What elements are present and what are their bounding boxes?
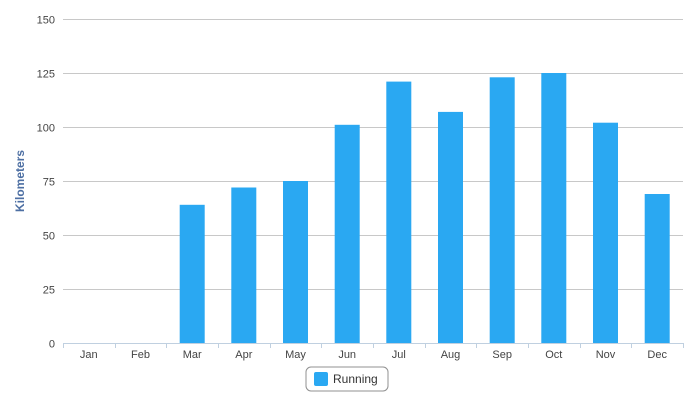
x-tick-label: Sep	[492, 349, 512, 361]
legend-swatch-running	[314, 372, 328, 386]
legend[interactable]: Running	[305, 366, 389, 392]
y-axis-title: Kilometers	[13, 150, 27, 212]
x-tick-label: Mar	[183, 349, 202, 361]
bar-dec[interactable]	[644, 194, 670, 343]
y-tick-label: 150	[37, 15, 55, 27]
x-tick-label: Nov	[596, 349, 616, 361]
bar-sep[interactable]	[489, 77, 515, 344]
bar-aug[interactable]	[438, 111, 463, 344]
x-tick-label: Aug	[441, 349, 461, 361]
bar-apr[interactable]	[231, 187, 257, 344]
x-tick-label: Feb	[131, 349, 150, 361]
y-tick-label: 125	[37, 69, 55, 81]
x-tick-label: Dec	[647, 349, 667, 361]
gridlines	[63, 19, 683, 290]
legend-label-running: Running	[333, 372, 378, 386]
bar-jul[interactable]	[386, 81, 412, 343]
axes: 0 25 50 75 100 125 150 Jan Feb Mar Apr May Jun Jul Aug…	[37, 15, 684, 361]
x-tick-label: Apr	[235, 349, 252, 361]
x-tick-label: May	[285, 349, 306, 361]
bar-jun[interactable]	[334, 124, 360, 343]
y-tick-label: 0	[49, 339, 55, 351]
bar-nov[interactable]	[593, 122, 618, 343]
y-tick-label: 25	[43, 285, 55, 297]
x-tick-label: Jul	[392, 349, 406, 361]
y-tick-label: 75	[43, 177, 55, 189]
bars	[179, 73, 670, 344]
y-tick-label: 100	[37, 123, 55, 135]
x-tick-label: Jun	[338, 349, 356, 361]
bar-oct[interactable]	[541, 73, 567, 343]
x-tick-label: Jan	[80, 349, 98, 361]
x-tick-label: Oct	[545, 349, 562, 361]
bar-may[interactable]	[283, 181, 308, 343]
y-tick-label: 50	[43, 231, 55, 243]
bar-mar[interactable]	[179, 204, 205, 343]
